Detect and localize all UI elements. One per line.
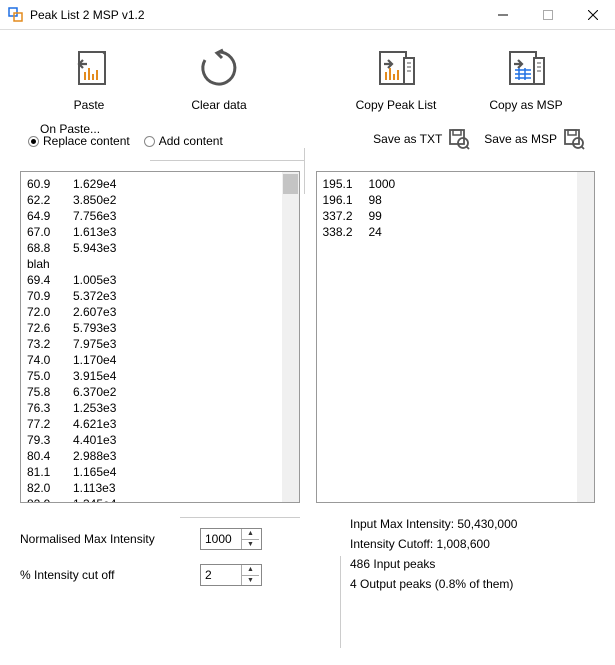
- output-content: 195.11000196.198337.299338.224: [317, 172, 578, 502]
- vertical-separator: [304, 148, 305, 194]
- app-icon: [8, 7, 24, 23]
- onpaste-group: On Paste... Replace content Add content: [20, 124, 310, 154]
- stat-input-peaks: 486 Input peaks: [350, 557, 595, 571]
- save-icon: [448, 128, 470, 150]
- radio-add-label: Add content: [159, 134, 223, 148]
- clear-label: Clear data: [191, 98, 246, 112]
- paste-icon: [67, 46, 111, 90]
- input-textarea[interactable]: 60.91.629e462.23.850e264.97.756e367.01.6…: [20, 171, 300, 503]
- copy-peak-button[interactable]: Copy Peak List: [331, 44, 461, 112]
- onpaste-legend: On Paste...: [36, 122, 104, 136]
- stat-cutoff: Intensity Cutoff: 1,008,600: [350, 537, 595, 551]
- cutoff-input[interactable]: [201, 565, 241, 585]
- radio-replace-label: Replace content: [43, 134, 130, 148]
- copy-peak-icon: [374, 46, 418, 90]
- window-title: Peak List 2 MSP v1.2: [30, 8, 480, 22]
- spin-down[interactable]: ▼: [242, 540, 259, 550]
- save-txt-label: Save as TXT: [373, 132, 442, 146]
- stats: Input Max Intensity: 50,430,000 Intensit…: [350, 517, 595, 591]
- copy-msp-label: Copy as MSP: [489, 98, 562, 112]
- titlebar: Peak List 2 MSP v1.2: [0, 0, 615, 30]
- scrollbar[interactable]: [577, 172, 594, 502]
- save-icon: [563, 128, 585, 150]
- clear-icon: [197, 46, 241, 90]
- scrollbar-thumb[interactable]: [283, 174, 298, 194]
- separator: [180, 517, 300, 518]
- radio-add[interactable]: Add content: [144, 134, 223, 148]
- copy-msp-button[interactable]: Copy as MSP: [461, 44, 591, 112]
- scrollbar[interactable]: [282, 172, 299, 502]
- spin-up[interactable]: ▲: [242, 529, 259, 540]
- norm-input[interactable]: [201, 529, 241, 549]
- cutoff-spinner[interactable]: ▲▼: [200, 564, 262, 586]
- save-txt-button[interactable]: Save as TXT: [373, 128, 470, 150]
- cutoff-label: % Intensity cut off: [20, 568, 200, 582]
- input-content: 60.91.629e462.23.850e264.97.756e367.01.6…: [21, 172, 282, 502]
- spin-down[interactable]: ▼: [242, 576, 259, 586]
- output-textarea[interactable]: 195.11000196.198337.299338.224: [316, 171, 596, 503]
- midbar: On Paste... Replace content Add content …: [0, 120, 615, 160]
- radio-replace[interactable]: Replace content: [28, 134, 130, 148]
- stat-output-peaks: 4 Output peaks (0.8% of them): [350, 577, 595, 591]
- clear-button[interactable]: Clear data: [154, 44, 284, 112]
- toolbar: Paste Clear data Copy Peak List: [0, 30, 615, 120]
- minimize-button[interactable]: [480, 0, 525, 30]
- copy-peak-label: Copy Peak List: [356, 98, 437, 112]
- copy-msp-icon: [504, 46, 548, 90]
- stat-max-intensity: Input Max Intensity: 50,430,000: [350, 517, 595, 531]
- save-msp-label: Save as MSP: [484, 132, 557, 146]
- paste-label: Paste: [74, 98, 105, 112]
- vertical-separator: [340, 556, 341, 648]
- spin-up[interactable]: ▲: [242, 565, 259, 576]
- norm-spinner[interactable]: ▲▼: [200, 528, 262, 550]
- norm-label: Normalised Max Intensity: [20, 532, 200, 546]
- maximize-button[interactable]: [525, 0, 570, 30]
- save-msp-button[interactable]: Save as MSP: [484, 128, 585, 150]
- paste-button[interactable]: Paste: [24, 44, 154, 112]
- close-button[interactable]: [570, 0, 615, 30]
